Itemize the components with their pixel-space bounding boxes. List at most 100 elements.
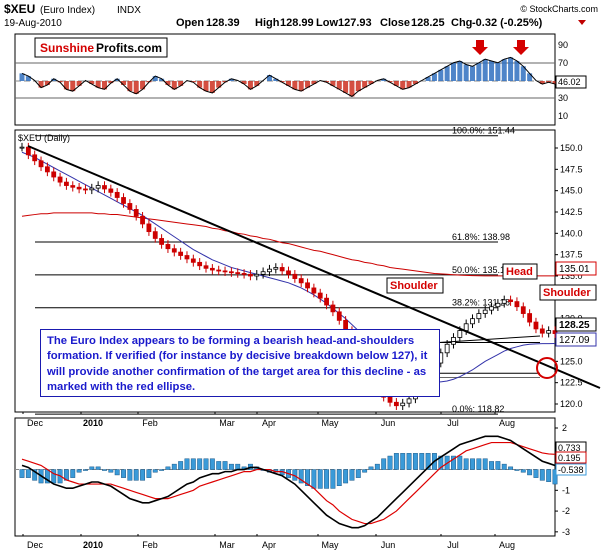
logo-sunshine: Sunshine: [40, 41, 94, 55]
macd-histogram-bar: [438, 455, 444, 470]
price-candle: [114, 191, 120, 198]
macd-histogram-bar: [546, 469, 552, 482]
ma200-value: 135.01: [559, 264, 590, 275]
price-candle: [159, 238, 164, 245]
rsi-overbought-fill: [19, 57, 533, 81]
price-tick-label: 120.0: [560, 399, 583, 409]
macd-histogram-bar: [311, 469, 317, 489]
macd-histogram-bar: [165, 466, 171, 470]
shoulder-left-label: Shoulder: [390, 280, 438, 292]
price-candle: [292, 273, 298, 279]
price-candle: [25, 146, 31, 156]
macd-x-label: Jun: [381, 540, 396, 550]
macd-histogram-bar: [501, 463, 507, 470]
macd-value-box: [555, 451, 587, 464]
price-candle: [324, 297, 329, 306]
price-candle: [83, 188, 88, 191]
macd-histogram-bar: [400, 453, 406, 470]
macd-histogram-bar: [19, 469, 25, 478]
down-triangle-icon: [578, 20, 586, 25]
fib-label: 100.0%: 151.44: [452, 126, 515, 136]
macd-histogram-bar: [324, 469, 330, 489]
price-candle: [57, 176, 63, 183]
macd-histogram-bar: [349, 469, 355, 481]
last-price-box: [555, 317, 597, 332]
price-candle: [64, 181, 69, 186]
macd-histogram-bar: [133, 469, 139, 481]
macd-histogram-bar: [539, 469, 545, 481]
price-x-label: Mar: [219, 418, 235, 428]
macd-histogram-bar: [406, 453, 412, 470]
price-candle: [444, 343, 450, 354]
macd-histogram-bar: [235, 463, 241, 470]
price-candle: [495, 302, 501, 308]
macd-histogram-bar: [317, 469, 323, 489]
macd-histogram-bar: [146, 469, 152, 478]
rsi-tick-label: 90: [558, 40, 568, 50]
price-candle: [165, 244, 171, 250]
rsi-oversold-fill: [38, 81, 558, 97]
macd-histogram-bar: [552, 469, 558, 485]
macd-histogram-bar: [209, 458, 215, 470]
macd-histogram-bar: [228, 463, 234, 470]
macd-tick-label: 2: [562, 423, 567, 433]
price-x-label: 2010: [83, 418, 103, 428]
macd-x-label: 2010: [83, 540, 103, 550]
price-candle: [286, 270, 291, 275]
macd-histogram-bar: [476, 458, 482, 470]
red-arrow-icon: [472, 40, 488, 55]
macd-histogram-bar: [216, 461, 222, 470]
price-tick-label: 135.0: [560, 271, 583, 281]
price-candle: [108, 188, 114, 193]
close-value: 128.25: [411, 17, 445, 29]
macd-histogram-bar: [127, 469, 133, 481]
macd-x-label: Aug: [499, 540, 515, 550]
rsi-line: [21, 56, 556, 98]
macd-tick-label: -1: [562, 485, 570, 495]
price-candle: [146, 223, 152, 233]
annotation-box: The Euro Index appears to be forming a b…: [40, 329, 440, 397]
price-candle: [32, 154, 38, 162]
macd-histogram-bar: [457, 455, 463, 470]
price-candle: [190, 258, 196, 263]
macd-histogram-bar: [83, 469, 88, 471]
macd-histogram-bar: [419, 453, 425, 470]
macd-histogram-bar: [140, 469, 146, 481]
price-candle: [197, 261, 203, 267]
shoulder-left-label-box: [386, 277, 444, 294]
rsi-tick-label: 10: [558, 111, 568, 121]
macd-histogram-bar: [51, 469, 57, 484]
macd-histogram-bar: [362, 469, 368, 473]
head-label: Head: [506, 266, 533, 278]
macd-histogram-bar: [76, 469, 82, 473]
macd-histogram-bar: [451, 455, 456, 470]
price-tick-label: 125.0: [560, 356, 583, 366]
chg-value: -0.32 (-0.25%): [472, 17, 543, 29]
macd-histogram-bar: [520, 469, 526, 473]
watermark-text: © StockCharts.com: [520, 4, 598, 14]
price-candle: [260, 271, 266, 275]
macd-histogram-bar: [305, 469, 310, 486]
macd-value: -0.538: [558, 465, 584, 475]
fib-label: 0.0%: 118.82: [452, 404, 504, 414]
price-candle: [470, 318, 475, 325]
macd-histogram-bar: [514, 469, 520, 471]
open-label: Open: [176, 17, 204, 29]
price-x-label: Apr: [262, 418, 276, 428]
macd-histogram-bar: [489, 461, 494, 470]
price-candle: [330, 304, 336, 313]
price-candle: [171, 248, 177, 253]
price-candle: [209, 267, 215, 271]
open-value: 128.39: [206, 17, 240, 29]
macd-tick-label: -3: [562, 527, 570, 537]
price-x-label: Dec: [27, 418, 44, 428]
price-candle: [95, 185, 101, 189]
macd-histogram-bar: [425, 453, 431, 470]
price-candle: [501, 299, 507, 304]
price-candle: [184, 255, 190, 260]
macd-histogram-bar: [32, 469, 38, 481]
price-candle: [305, 282, 310, 289]
price-candle: [248, 273, 253, 277]
macd-histogram-bar: [108, 469, 114, 473]
rsi-tick-label: 30: [558, 93, 568, 103]
